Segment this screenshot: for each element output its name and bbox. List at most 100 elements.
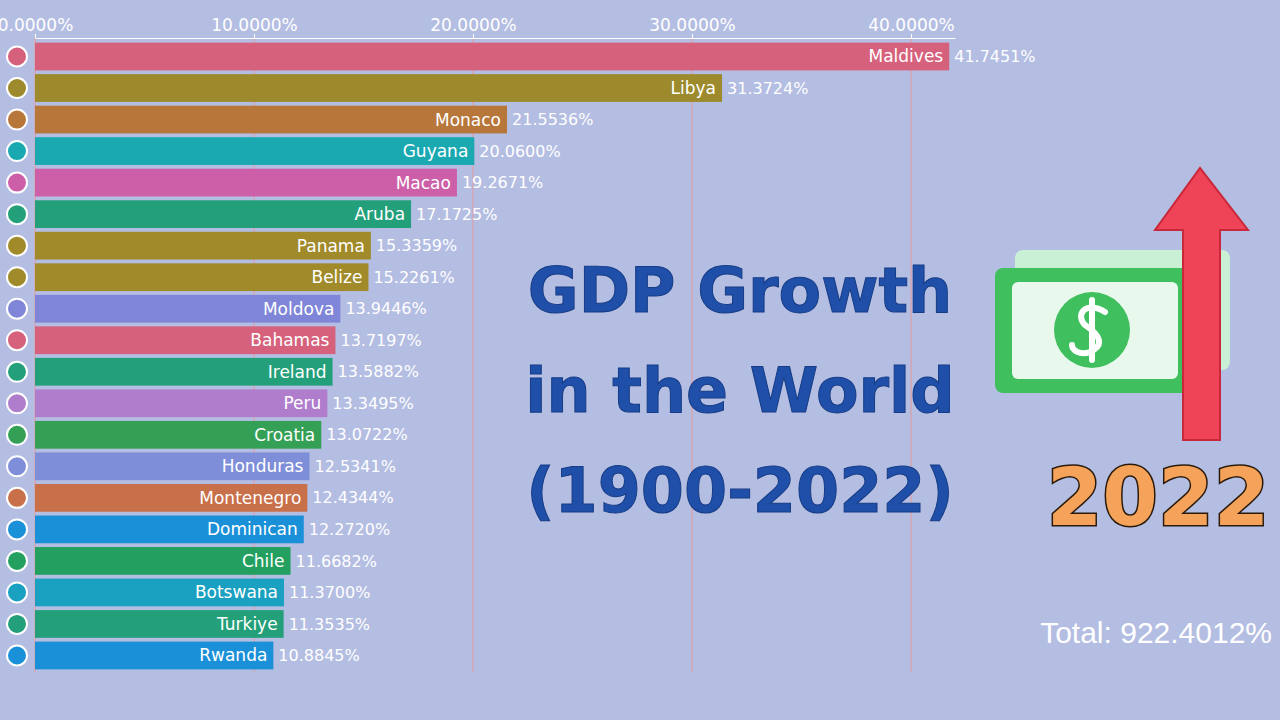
category-label: Dominican [207,519,298,539]
data-label: 11.3535% [289,615,370,634]
data-label: 41.7451% [954,47,1035,66]
note-inner [1012,282,1178,379]
category-label: Panama [297,236,365,256]
data-label: 21.5536% [512,110,593,129]
bar [35,579,284,607]
flag-icon [7,330,27,350]
flag-icon [7,456,27,476]
bar [35,389,327,417]
flag-icon [7,78,27,98]
coin [1054,292,1130,368]
data-label: 13.3495% [332,394,413,413]
category-label: Ireland [268,362,327,382]
tick-label: 40.0000% [868,15,954,35]
bar [35,263,368,291]
flag-icon [7,173,27,193]
flag-icon [7,141,27,161]
category-label: Aruba [354,204,405,224]
title-group: GDP Growthin the World(1900-2022) [525,254,954,527]
background [0,0,1280,720]
bar [35,642,273,670]
data-label: 13.9446% [345,299,426,318]
bar [35,232,371,260]
bar [35,106,507,134]
labels: Maldives 41.7451% Libya 31.3724% Monaco 21.55… [195,46,1036,665]
flag-icon [7,614,27,634]
flag-icon [7,519,27,539]
bar [35,74,722,102]
data-label: 12.4344% [312,488,393,507]
flags [7,47,27,666]
tick-label: 20.0000% [430,15,516,35]
data-label: 10.8845% [278,646,359,665]
data-label: 17.1725% [416,205,497,224]
title: GDP Growthin the World(1900-2022) [525,254,954,527]
flag-icon [7,582,27,602]
axis-line [36,38,956,39]
data-label: 15.2261% [373,268,454,287]
chart: 0.0000% 10.0000% 20.0000% 30.0000% 40.0000% M… [0,0,1280,720]
category-label: Rwanda [199,645,267,665]
dollar-sign [1072,300,1105,360]
year-label: 2022 [1047,451,1270,544]
tick-label: 10.0000% [211,15,297,35]
data-label: 13.7197% [340,331,421,350]
data-label: 19.2671% [462,173,543,192]
bar [35,295,340,323]
flag-icon [7,110,27,130]
tick-label: 0.0000% [0,15,73,35]
category-label: Maldives [869,46,944,66]
flag-icon [7,488,27,508]
data-label: 12.2720% [309,520,390,539]
flag-icon [7,236,27,256]
category-label: Turkiye [216,614,278,634]
bar [35,358,333,386]
category-label: Honduras [222,456,304,476]
category-label: Monaco [435,110,501,130]
bar [35,169,457,197]
note [995,268,1195,393]
category-label: Bahamas [250,330,329,350]
data-label: 13.0722% [326,425,407,444]
data-label: 12.5341% [314,457,395,476]
total-label: Total: 922.4012% [1040,616,1272,649]
tick: 30.0000% [649,15,735,38]
bar [35,200,411,228]
tick-label: 30.0000% [649,15,735,35]
data-label: 31.3724% [727,79,808,98]
tick: 0.0000% [0,15,73,38]
data-label: 15.3359% [376,236,457,255]
flag-icon [7,425,27,445]
bar [35,137,474,165]
category-label: Botswana [195,582,278,602]
money-icon [995,168,1248,440]
bar [35,484,307,512]
bar [35,547,291,575]
tick: 10.0000% [211,15,297,38]
category-label: Moldova [263,299,334,319]
data-label: 11.3700% [289,583,370,602]
flag-icon [7,362,27,382]
flag-icon [7,47,27,67]
bar [35,421,321,449]
bar [35,452,309,480]
category-label: Libya [671,78,716,98]
category-label: Guyana [403,141,469,161]
category-label: Croatia [254,425,315,445]
tick: 20.0000% [430,15,516,38]
bar [35,43,949,71]
bar [35,516,304,544]
flag-icon [7,393,27,413]
category-label: Macao [396,173,451,193]
category-label: Peru [283,393,321,413]
flag-icon [7,645,27,665]
tick: 40.0000% [868,15,954,38]
category-label: Belize [311,267,362,287]
flag-icon [7,204,27,224]
category-label: Chile [242,551,285,571]
bar [35,326,335,354]
flag-icon [7,299,27,319]
flag-icon [7,551,27,571]
arrow [1155,168,1248,440]
data-label: 13.5882% [338,362,419,381]
